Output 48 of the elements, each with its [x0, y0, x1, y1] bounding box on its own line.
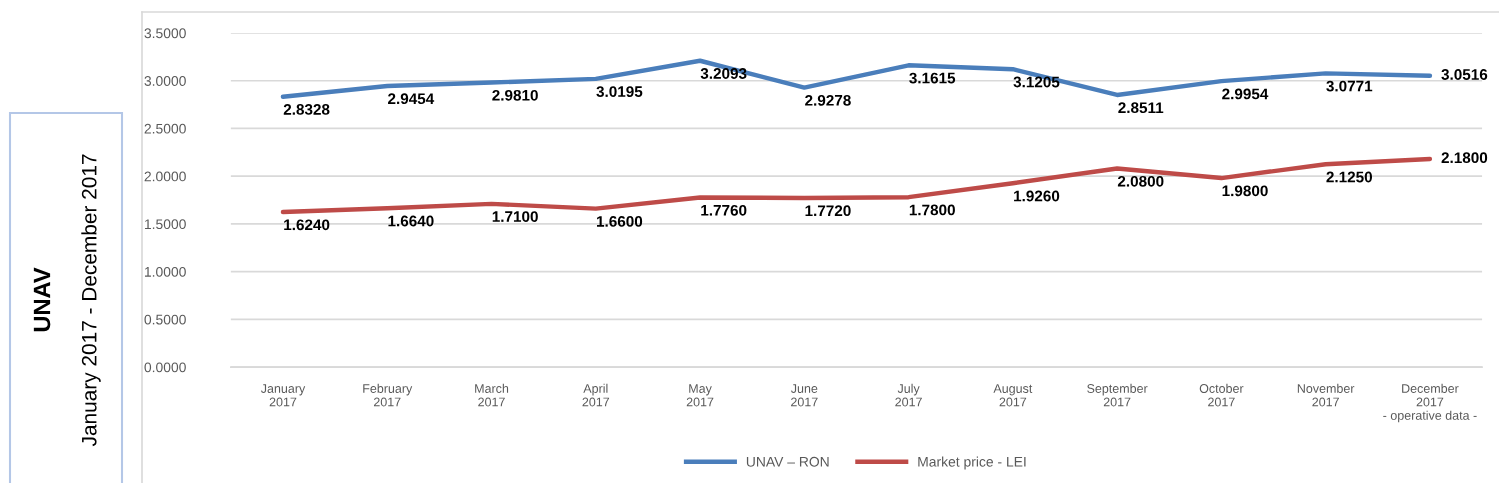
data-label: 2.8328 [283, 104, 330, 115]
x-tick-label: May 2017 [686, 384, 714, 407]
data-label: 1.7760 [701, 204, 747, 216]
x-tick-label: February 2017 [363, 383, 413, 407]
x-tick-label: July 2017 [895, 383, 922, 407]
x-tick-label: October 2017 [1199, 383, 1244, 407]
x-tick-label: January 2017 [260, 384, 306, 407]
y-tick-label: 1.5000 [144, 219, 186, 230]
data-label: 2.9278 [805, 94, 851, 106]
data-label: 1.9800 [1222, 185, 1268, 197]
data-label: 3.1205 [1013, 76, 1060, 88]
y-tick-label: 3.5000 [144, 28, 186, 39]
data-label: 3.0771 [1326, 80, 1373, 92]
data-label: 3.0195 [596, 86, 643, 98]
x-tick-label: September 2017 [1087, 383, 1148, 407]
text: UNAV [33, 267, 51, 332]
x-tick-label: August 2017 [993, 384, 1033, 407]
data-label: 1.7800 [909, 204, 955, 216]
data-label: 2.9810 [492, 89, 538, 101]
data-label: 2.9454 [388, 93, 435, 105]
data-label: 1.6240 [284, 219, 330, 231]
x-tick-label: December 2017 - operative data - [1383, 383, 1477, 423]
x-tick-label: November 2017 [1297, 383, 1355, 407]
data-label: 2.8511 [1118, 102, 1164, 114]
data-label: 1.6600 [597, 215, 643, 227]
legend-label: UNAV – RON [746, 456, 829, 467]
data-label: 1.9260 [1014, 190, 1060, 202]
y-tick-label: 0.0000 [144, 362, 186, 373]
data-label: 3.2093 [700, 68, 747, 79]
data-label: 3.1615 [909, 72, 956, 84]
data-label: 1.6640 [388, 215, 434, 227]
data-label: 2.0800 [1117, 175, 1164, 187]
text: January 2017 - December 2017 [81, 154, 101, 447]
data-label: 1.7720 [805, 205, 851, 217]
x-tick-label: March 2017 [475, 383, 509, 407]
data-label: 2.1800 [1441, 152, 1488, 164]
x-tick-label: April 2017 [582, 383, 610, 407]
y-tick-label: 2.5000 [144, 123, 186, 134]
y-tick-label: 3.0000 [144, 76, 186, 86]
data-label: 3.0516 [1441, 69, 1488, 80]
y-tick-label: 0.5000 [144, 314, 186, 325]
x-tick-label: June 2017 [790, 384, 818, 407]
y-tick-label: 1.0000 [144, 266, 186, 277]
data-label: 1.7100 [492, 211, 538, 223]
data-label: 2.1250 [1326, 171, 1373, 183]
data-label: 2.9954 [1222, 88, 1269, 100]
legend-label: Market price - LEI [918, 456, 1026, 470]
y-tick-label: 2.0000 [144, 171, 186, 182]
